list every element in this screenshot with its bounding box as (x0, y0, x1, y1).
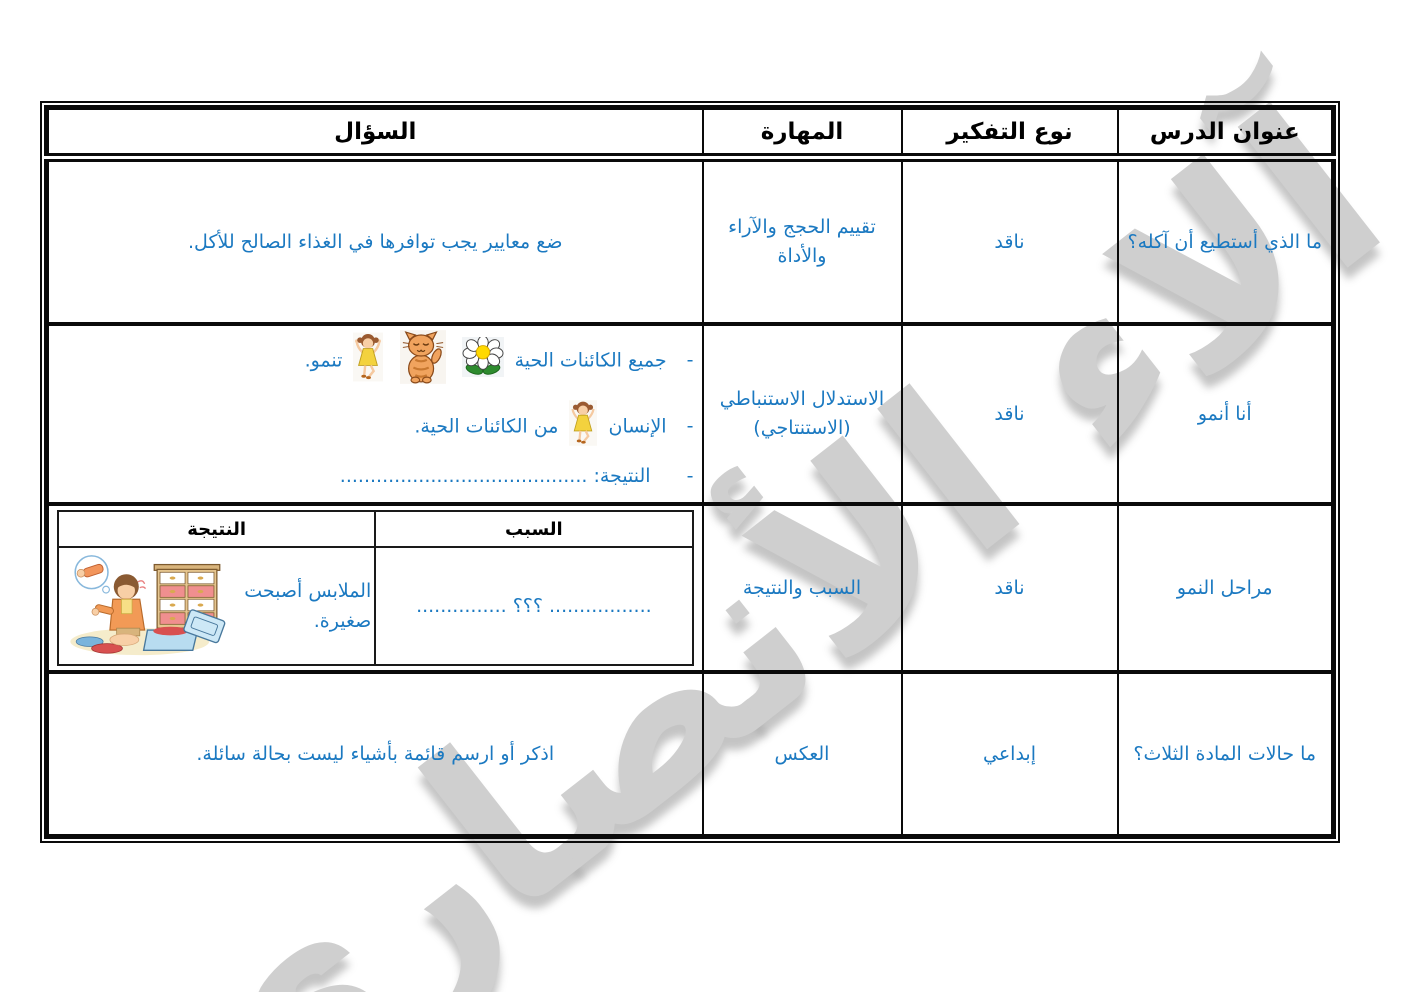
lesson-cell: أنا أنمو (1116, 321, 1335, 506)
table-row: مراحل النمو ناقد السبب والنتيجة السبب ال… (45, 502, 1335, 674)
skill-line: تقييم الحجج والآراء (728, 216, 876, 239)
bullet-text: الإنسان (608, 415, 667, 438)
bullet-text: تنمو. (304, 348, 343, 371)
table-row: ما حالات المادة الثلاث؟ إبداعي العكس اذك… (45, 670, 1335, 838)
thinking-cell: ناقد (900, 321, 1119, 506)
daisy-flower-icon (461, 335, 504, 385)
dancing-girl-icon (569, 400, 598, 454)
header-lesson-title: عنوان الدرس (1116, 106, 1335, 162)
bullet-text: جميع الكائنات الحية (514, 348, 667, 371)
lesson-cell: مراحل النمو (1116, 502, 1335, 674)
lessons-skills-table: عنوان الدرس نوع التفكير المهارة السؤال م… (40, 101, 1340, 843)
skill-cell: تقييم الحجج والآراء والأداة (701, 155, 903, 325)
main-table: عنوان الدرس نوع التفكير المهارة السؤال م… (44, 105, 1336, 839)
table-row: أنا أنمو ناقد الاستدلال الاستنباطي (الاس… (45, 321, 1335, 506)
bullet-line: - جميع الكائنات الحية (57, 329, 694, 392)
dotted-blank: ........................................… (339, 464, 588, 487)
result-cell: الملابس أصبحت صغيرة. (56, 546, 377, 667)
nested-header-result: النتيجة (56, 510, 377, 549)
question-cell: ضع معايير يجب توافرها في الغذاء الصالح ل… (45, 155, 704, 325)
question-cell: اذكر أو ارسم قائمة بأشياء ليست بحالة سائ… (45, 670, 704, 838)
bullet-dash: - (686, 348, 694, 371)
thinking-cell: ناقد (900, 502, 1119, 674)
lesson-cell: ما حالات المادة الثلاث؟ (1116, 670, 1335, 838)
table-row: ما الذي أستطيع أن آكله؟ ناقد تقييم الحجج… (45, 155, 1335, 325)
skill-line: والأداة (777, 244, 827, 267)
skill-cell: السبب والنتيجة (701, 502, 903, 674)
nested-header-cause: السبب (374, 510, 694, 549)
header-question: السؤال (45, 106, 704, 162)
bullet-text: النتيجة: (593, 464, 651, 487)
skill-cell: العكس (701, 670, 903, 838)
question-cell: - جميع الكائنات الحية (45, 321, 704, 506)
thinking-cell: ناقد (900, 155, 1119, 325)
header-row: عنوان الدرس نوع التفكير المهارة السؤال (45, 106, 1335, 162)
bullet-line: - الإنسان (57, 400, 694, 454)
cat-icon (399, 329, 446, 392)
cause-blank-cell: ................. ؟؟؟ ............... (374, 546, 694, 667)
girl-trying-small-clothes-image (62, 553, 232, 659)
skill-line: (الاستنتاجي) (753, 416, 851, 439)
bullet-dash: - (686, 464, 694, 487)
skill-cell: الاستدلال الاستنباطي (الاستنتاجي) (701, 321, 903, 506)
dancing-girl-icon (353, 332, 384, 390)
lesson-cell: ما الذي أستطيع أن آكله؟ (1116, 155, 1335, 325)
skill-line: الاستدلال الاستنباطي (719, 388, 885, 411)
header-skill: المهارة (701, 106, 903, 162)
result-text: الملابس أصبحت صغيرة. (244, 579, 372, 633)
bullet-line: - النتيجة: .............................… (57, 463, 694, 490)
question-cell: السبب النتيجة ................. ؟؟؟ ....… (45, 502, 704, 674)
thinking-cell: إبداعي (900, 670, 1119, 838)
bullet-dash: - (686, 415, 694, 438)
bullet-text: من الكائنات الحية. (414, 415, 559, 438)
header-thinking-type: نوع التفكير (900, 106, 1119, 162)
cause-result-table: السبب النتيجة ................. ؟؟؟ ....… (56, 510, 694, 667)
